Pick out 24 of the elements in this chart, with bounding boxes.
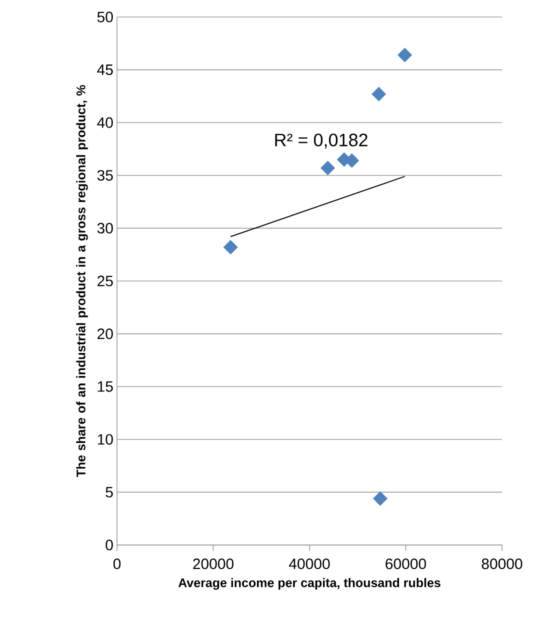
- point: [398, 48, 412, 62]
- point: [223, 240, 238, 254]
- y-tick-label: 50: [97, 12, 113, 22]
- y-tick-label: 35: [97, 170, 113, 181]
- point: [320, 160, 336, 176]
- y-tick-label: 15: [98, 381, 113, 392]
- point: [372, 491, 388, 506]
- x-tick-label: 20000: [193, 558, 234, 570]
- y-tick-label: 5: [106, 486, 113, 498]
- y-tick-label: 10: [98, 434, 113, 445]
- x-axis-title: Average income per capita, thousand rubles: [178, 578, 440, 590]
- y-tick-label: 0: [106, 540, 113, 550]
- y-tick-label: 25: [98, 276, 113, 286]
- y-tick-label: 30: [97, 222, 113, 234]
- y-axis-title: The share of an industrial product in a gross regional product, %: [76, 85, 88, 478]
- annotation: R² = 0,0182: [275, 134, 368, 149]
- y-tick-label: 45: [97, 64, 113, 76]
- x-tick-label: 80000: [482, 558, 522, 570]
- x-tick-label: 0: [113, 558, 121, 570]
- y-tick-label: 40: [97, 117, 113, 128]
- x-tick-label: 40000: [288, 558, 330, 570]
- point: [372, 86, 386, 102]
- x-tick-label: 60000: [386, 558, 426, 570]
- y-tick-label: 20: [98, 328, 113, 340]
